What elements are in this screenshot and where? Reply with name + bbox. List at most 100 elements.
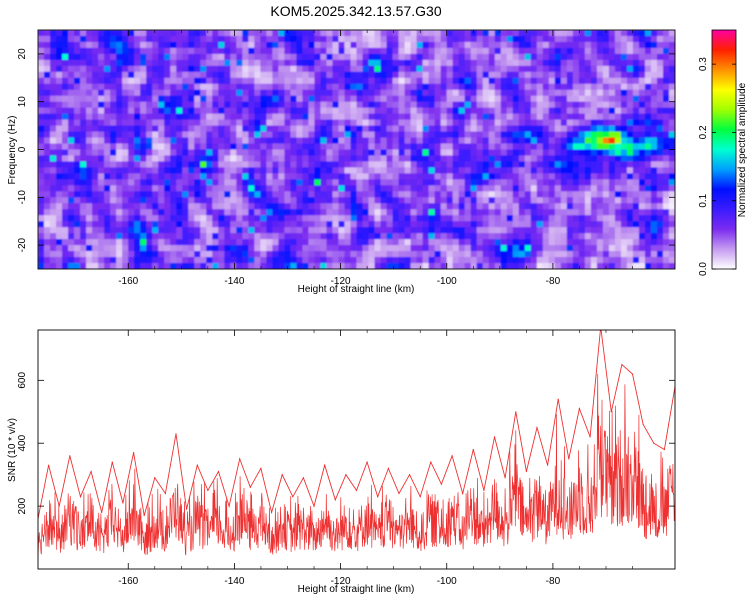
heatmap-cell <box>44 65 51 73</box>
heatmap-cell <box>176 30 183 37</box>
heatmap-cell <box>656 143 664 151</box>
heatmap-cell <box>290 30 298 37</box>
heatmap-cell <box>632 107 640 115</box>
heatmap-cell <box>356 215 364 222</box>
heatmap-cell <box>266 35 273 43</box>
heatmap-cell <box>212 239 219 246</box>
heatmap-cell <box>176 197 183 204</box>
heatmap-cell <box>536 251 544 258</box>
heatmap-cell <box>668 83 675 91</box>
heatmap-cell <box>620 203 628 210</box>
heatmap-cell <box>638 257 646 264</box>
heatmap-cell <box>128 47 135 55</box>
heatmap-cell <box>368 65 376 73</box>
heatmap-cell <box>458 221 466 228</box>
heatmap-cell <box>626 173 634 180</box>
heatmap-cell <box>614 143 622 151</box>
heatmap-cell <box>140 119 147 127</box>
heatmap-cell <box>416 131 424 139</box>
heatmap-cell <box>620 239 628 246</box>
heatmap-cell <box>608 83 616 91</box>
heatmap-cell <box>596 107 604 115</box>
heatmap-cell <box>206 233 213 240</box>
heatmap-cell <box>200 245 207 252</box>
heatmap-cell <box>146 83 153 91</box>
heatmap-cell <box>182 47 189 55</box>
heatmap-cell <box>380 257 388 264</box>
heatmap-cell <box>494 71 502 79</box>
heatmap-cell <box>92 65 99 73</box>
heatmap-cell <box>614 149 622 157</box>
heatmap-cell <box>200 35 207 43</box>
heatmap-cell <box>128 173 135 180</box>
heatmap-cell <box>362 227 370 234</box>
heatmap-cell <box>248 221 255 228</box>
heatmap-cell <box>644 71 652 79</box>
heatmap-cell <box>158 125 165 133</box>
heatmap-cell <box>638 35 646 43</box>
heatmap-cell <box>308 107 316 115</box>
heatmap-cell <box>602 47 610 55</box>
heatmap-cell <box>194 77 201 85</box>
heatmap-cell <box>218 47 225 55</box>
heatmap-cell <box>332 263 340 269</box>
heatmap-cell <box>470 71 478 79</box>
heatmap-cell <box>656 173 664 180</box>
heatmap-cell <box>524 125 532 133</box>
heatmap-cell <box>152 77 159 85</box>
heatmap-cell <box>338 215 346 222</box>
heatmap-cell <box>230 185 237 192</box>
heatmap-cell <box>626 131 634 139</box>
snr-point <box>355 489 358 491</box>
heatmap-cell <box>254 215 261 222</box>
heatmap-cell <box>338 107 346 115</box>
heatmap-cell <box>572 113 580 121</box>
heatmap-cell <box>602 257 610 264</box>
heatmap-cell <box>650 77 658 85</box>
heatmap-cell <box>596 155 604 163</box>
heatmap-cell <box>128 179 135 186</box>
heatmap-cell <box>458 113 466 121</box>
heatmap-cell <box>170 89 177 97</box>
heatmap-cell <box>206 155 213 163</box>
heatmap-cell <box>158 107 165 115</box>
heatmap-cell <box>596 77 604 85</box>
heatmap-cell <box>110 155 117 163</box>
heatmap-cell <box>428 149 436 157</box>
heatmap-cell <box>272 179 279 186</box>
heatmap-cell <box>452 209 460 216</box>
heatmap-cell <box>398 47 406 55</box>
heatmap-cell <box>398 161 406 169</box>
snr-point <box>313 505 315 507</box>
heatmap-cell <box>266 53 273 61</box>
heatmap-cell <box>254 203 261 210</box>
heatmap-cell <box>464 71 472 79</box>
heatmap-cell <box>230 143 237 151</box>
heatmap-cell <box>560 35 568 43</box>
heatmap-cell <box>368 185 376 192</box>
heatmap-cell <box>134 137 141 145</box>
heatmap-cell <box>170 263 177 269</box>
heatmap-cell <box>44 143 51 151</box>
heatmap-cell <box>218 179 225 186</box>
heatmap-cell <box>230 233 237 240</box>
heatmap-cell <box>602 149 610 157</box>
heatmap-cell <box>662 179 670 186</box>
heatmap-cell <box>170 209 177 216</box>
heatmap-cell <box>464 245 472 252</box>
heatmap-cell <box>452 143 460 151</box>
heatmap-cell <box>278 83 285 91</box>
heatmap-cell <box>398 35 406 43</box>
heatmap-cell <box>218 149 225 157</box>
heatmap-cell <box>116 221 123 228</box>
heatmap-cell <box>344 77 352 85</box>
heatmap-cell <box>212 30 219 37</box>
heatmap-cell <box>308 77 316 85</box>
heatmap-cell <box>134 53 141 61</box>
heatmap-cell <box>200 203 207 210</box>
heatmap-cell <box>512 89 520 97</box>
heatmap-cell <box>272 77 279 85</box>
heatmap-cell <box>380 71 388 79</box>
heatmap-cell <box>236 59 243 67</box>
heatmap-cell <box>608 263 616 269</box>
